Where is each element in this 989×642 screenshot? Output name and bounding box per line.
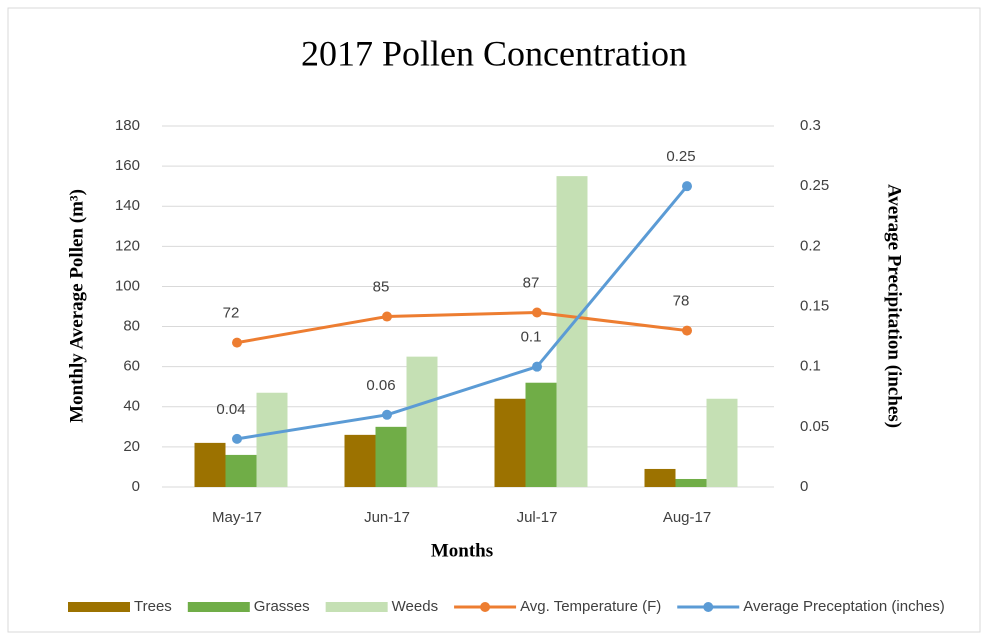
y-tick-label: 80 [123, 318, 140, 335]
line [236, 185, 689, 441]
y-axis-title: Monthly Average Pollen (m³) [66, 189, 87, 423]
x-tick-label: May-17 [212, 509, 262, 526]
y2-tick-label: 0.05 [800, 418, 829, 435]
point [382, 311, 392, 322]
chart-title: 2017 Pollen Concentration [301, 33, 687, 73]
legend-label: Grasses [254, 598, 310, 615]
legend-swatch [187, 602, 250, 612]
x-tick-label: Aug-17 [663, 509, 711, 526]
y2-tick-label: 0.3 [800, 117, 821, 134]
legend-swatch [325, 602, 388, 612]
legend-swatch [703, 602, 714, 612]
x-tick-label: Jul-17 [517, 509, 558, 526]
bar [256, 392, 288, 487]
bar [406, 356, 438, 487]
data-label: 0.04 [216, 401, 245, 418]
bar [494, 398, 526, 487]
data-label: 78 [673, 293, 690, 310]
bar [525, 382, 557, 487]
bar [556, 176, 588, 487]
y-tick-label: 60 [123, 358, 140, 375]
data-label: 0.06 [366, 377, 395, 394]
y-tick-label: 40 [123, 398, 140, 415]
data-label: 85 [373, 278, 390, 295]
legend-label: Trees [134, 598, 172, 615]
bar [194, 442, 226, 487]
y2-tick-label: 0 [800, 478, 808, 495]
bar [644, 468, 676, 487]
point [682, 181, 692, 192]
y-tick-label: 20 [123, 438, 140, 455]
y-tick-label: 140 [115, 197, 140, 214]
legend-swatch [68, 602, 130, 612]
legend-label: Weeds [392, 598, 438, 615]
point [532, 307, 542, 318]
bar [225, 454, 257, 487]
legend-swatch [480, 602, 491, 612]
y-tick-label: 100 [115, 277, 140, 294]
bar [675, 478, 707, 487]
legend-label: Avg. Temperature (F) [520, 598, 661, 615]
point [682, 325, 692, 336]
y-tick-label: 0 [132, 478, 140, 495]
bar [375, 426, 407, 487]
x-axis-title: Months [431, 540, 493, 561]
point [532, 361, 542, 372]
legend-label: Average Preceptation (inches) [743, 598, 945, 615]
point [232, 337, 242, 348]
y2-tick-label: 0.1 [800, 358, 821, 375]
chart-border [7, 7, 981, 633]
bar [344, 434, 376, 487]
data-label: 87 [523, 274, 540, 291]
y2-axis-title: Average Precipitation (inches) [884, 184, 905, 428]
point [382, 409, 392, 420]
x-tick-label: Jun-17 [364, 509, 410, 526]
y-tick-label: 180 [115, 117, 140, 134]
point [232, 433, 242, 444]
y2-tick-label: 0.15 [800, 297, 829, 314]
data-label: 0.25 [666, 148, 695, 165]
bar [706, 398, 738, 487]
y2-tick-label: 0.25 [800, 177, 829, 194]
y2-tick-label: 0.2 [800, 237, 821, 254]
data-label: 0.1 [521, 329, 542, 346]
y-tick-label: 160 [115, 157, 140, 174]
y-tick-label: 120 [115, 237, 140, 254]
line [236, 311, 688, 345]
data-label: 72 [223, 305, 240, 322]
